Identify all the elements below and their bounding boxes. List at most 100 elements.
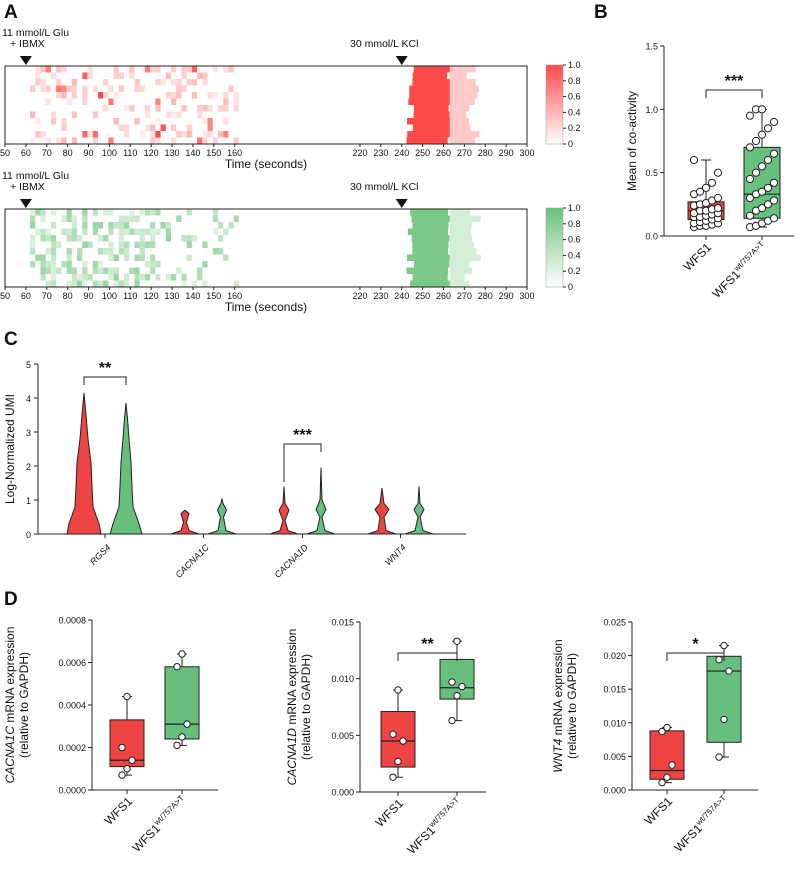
colorbar-tick-label: 0.4: [568, 107, 581, 117]
x-tick-label: 90: [84, 148, 94, 158]
data-point: [394, 757, 402, 766]
violin: [109, 403, 143, 535]
heatmap-cell: [45, 66, 51, 73]
heatmap-cell-kcl-tail: [449, 137, 476, 144]
heatmap-cell-kcl-tail: [449, 105, 470, 112]
heatmap-cell: [144, 105, 151, 112]
heatmap-cell: [197, 137, 203, 144]
data-point: [745, 111, 755, 120]
x-tick-label: 290: [499, 291, 514, 301]
heatmap-frame: [4, 208, 528, 288]
heatmap-cell: [87, 66, 93, 73]
heatmap-cell: [66, 254, 72, 261]
colorbar-tick-label: 1.0: [568, 60, 581, 70]
heatmap-cell-kcl: [413, 111, 450, 118]
heatmap-cell: [97, 92, 104, 99]
heatmap-cell: [61, 228, 67, 235]
heatmap-cell: [150, 137, 156, 144]
heatmap-cell: [155, 228, 161, 235]
heatmap-cell: [129, 209, 135, 216]
heatmap-cell-kcl-tail: [449, 228, 472, 235]
x-tick-label: 120: [144, 148, 159, 158]
significance-bracket: [283, 443, 322, 482]
heatmap-cell: [144, 209, 151, 216]
heatmap-cell: [97, 267, 104, 274]
significance-stars: **: [99, 360, 112, 377]
significance-stars: *: [692, 636, 699, 653]
heatmap-cell: [150, 228, 156, 235]
heatmap-cell-kcl-tail: [449, 131, 480, 138]
y-tick-label: 0.010: [603, 718, 626, 728]
x-tick-label: 150: [206, 148, 221, 158]
heatmap-cell: [233, 92, 239, 99]
heatmap-cell: [71, 222, 78, 229]
heatmap-cell: [144, 241, 151, 248]
heatmap-cell: [40, 215, 46, 222]
heatmap-cell: [71, 267, 78, 274]
panel-label-b: B: [594, 2, 608, 23]
heatmap-cell: [92, 111, 98, 118]
heatmap-cell: [35, 131, 41, 138]
heatmap-cell: [170, 111, 177, 118]
heatmap-cell: [202, 261, 208, 268]
heatmap-cell: [202, 79, 208, 86]
heatmap-cell: [40, 228, 46, 235]
heatmap-cell: [181, 105, 187, 112]
violin: [207, 498, 237, 535]
heatmap-cell: [150, 66, 156, 73]
heatmap-cell: [77, 280, 83, 287]
x-tick-label: 300: [519, 148, 534, 158]
heatmap-cell: [212, 137, 218, 144]
panel-c-violin: 0 1 2 3 4 5 Log-Normalized UMI RGS4 CACNA1C CACNA…: [3, 360, 466, 580]
heatmap-cell: [176, 79, 182, 86]
heatmap-cell: [197, 267, 203, 274]
heatmap-cell: [61, 215, 67, 222]
x-tick-label: 140: [185, 148, 200, 158]
heatmap-cell: [113, 66, 119, 73]
heatmap-cell: [56, 79, 62, 86]
data-point: [394, 686, 402, 694]
x-tick-label: 80: [63, 291, 73, 301]
heatmap-cell: [139, 241, 145, 248]
heatmap-cell-kcl-tail: [449, 92, 478, 99]
heatmap-cell: [45, 248, 51, 255]
data-point: [713, 168, 723, 177]
heatmap-cell-kcl: [412, 72, 448, 79]
heatmap-cell: [139, 248, 145, 255]
heatmap-cell: [30, 261, 36, 268]
heatmap-cell: [113, 280, 119, 287]
x-tick-label: 230: [373, 291, 388, 301]
heatmap-cell-kcl: [410, 280, 451, 287]
heatmap-cell: [186, 209, 192, 216]
heatmap-cell: [40, 131, 46, 138]
heatmap-cell: [71, 85, 78, 92]
y-tick-label: 0.015: [331, 618, 354, 628]
heatmap-cell: [150, 261, 156, 268]
data-point: [763, 155, 773, 165]
heatmap-cell: [30, 85, 36, 92]
heatmap-cell-kcl-tail: [449, 85, 479, 92]
heatmap-cell: [56, 85, 62, 92]
heatmap-cell: [191, 235, 198, 242]
x-tick-label: 240: [394, 291, 409, 301]
heatmap-cell: [139, 274, 145, 281]
heatmap-cell: [66, 85, 72, 92]
heatmap-cell: [197, 274, 203, 281]
heatmap-cell: [30, 222, 36, 229]
heatmap-cell: [82, 72, 88, 79]
heatmap-cell: [202, 241, 208, 248]
heatmap-cell: [108, 248, 114, 255]
heatmap-cell: [223, 131, 229, 138]
x-tick-label: 280: [478, 291, 493, 301]
data-point: [389, 730, 397, 738]
heatmap-cell: [165, 111, 171, 118]
heatmap-cell: [155, 118, 161, 125]
y-axis-title: CACNA1D mRNA expression: [285, 629, 299, 786]
heatmap-cell: [144, 274, 151, 281]
data-point: [769, 117, 779, 127]
heatmap-cell: [124, 124, 130, 131]
heatmap-cell: [124, 280, 130, 287]
stimulus-arrow: [19, 56, 32, 65]
x-tick-label: WFS1wt/757A>T: [129, 793, 190, 854]
heatmap-cell: [66, 228, 72, 235]
